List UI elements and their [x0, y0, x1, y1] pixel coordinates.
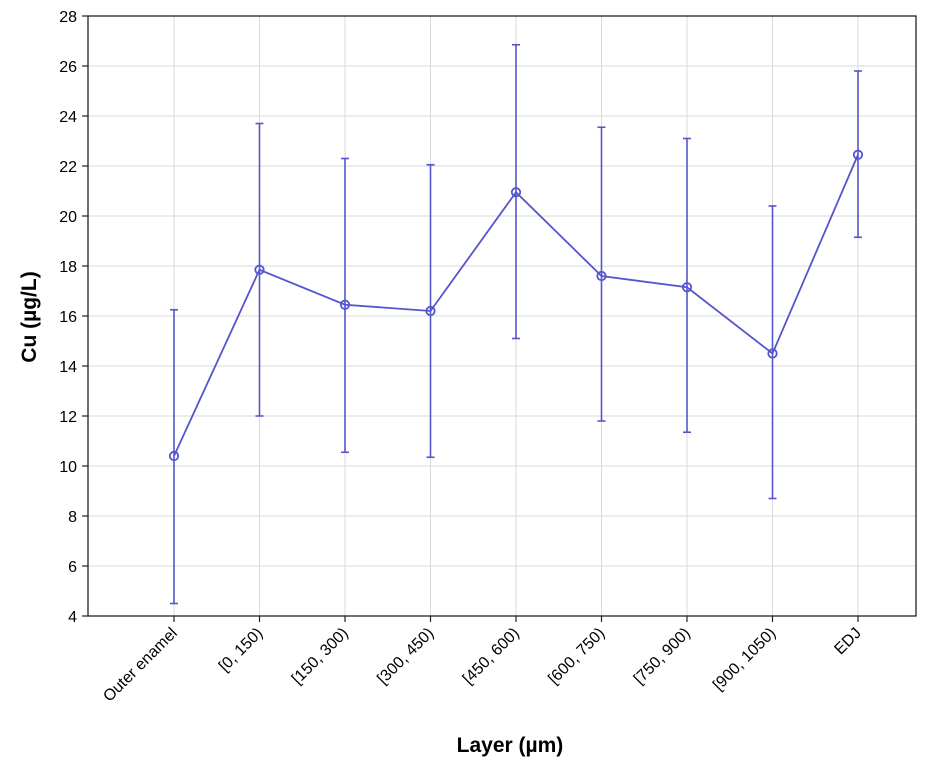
y-tick-label: 12 — [59, 409, 77, 426]
series — [168, 43, 864, 605]
data-point — [339, 299, 351, 310]
x-tick-label: [450, 600) — [460, 625, 523, 688]
y-tick-label: 22 — [59, 159, 77, 176]
x-tick-label: [750, 900) — [631, 625, 694, 688]
data-point — [767, 348, 778, 359]
x-tick-label: [900, 1050) — [710, 625, 779, 694]
y-tick-label: 24 — [59, 109, 77, 126]
x-axis-title: Layer (µm) — [457, 734, 564, 757]
data-point — [425, 305, 436, 317]
y-tick-label: 28 — [59, 9, 77, 26]
y-tick-label: 20 — [59, 209, 77, 226]
y-tick-label: 8 — [68, 509, 77, 526]
y-axis-title: Cu (µg/L) — [18, 271, 41, 362]
data-point — [510, 187, 522, 198]
y-tick-label: 6 — [68, 559, 77, 576]
x-tick-label: [600, 750) — [545, 625, 608, 688]
axes: 4 6 8 10 12 14 16 18 20 22 24 26 28 Outer enamel [0, 1… — [59, 9, 865, 705]
data-point — [852, 149, 864, 160]
x-tick-label: [150, 300) — [289, 625, 352, 688]
y-tick-label: 18 — [59, 259, 77, 276]
grid — [88, 15, 916, 617]
x-tick-label: EDJ — [831, 625, 864, 658]
y-tick-label: 4 — [68, 609, 77, 626]
series-line — [173, 154, 859, 457]
x-tick-label: Outer enamel — [100, 625, 181, 706]
data-point — [681, 282, 693, 293]
y-tick-label: 16 — [59, 309, 77, 326]
y-tick-label: 10 — [59, 459, 77, 476]
data-point — [254, 264, 265, 275]
x-tick-label: [300, 450) — [374, 625, 437, 688]
x-tick-label: [0, 150) — [216, 625, 266, 675]
data-point — [596, 270, 607, 282]
y-tick-label: 26 — [59, 59, 77, 76]
y-tick-label: 14 — [59, 359, 77, 376]
data-point — [168, 450, 180, 462]
